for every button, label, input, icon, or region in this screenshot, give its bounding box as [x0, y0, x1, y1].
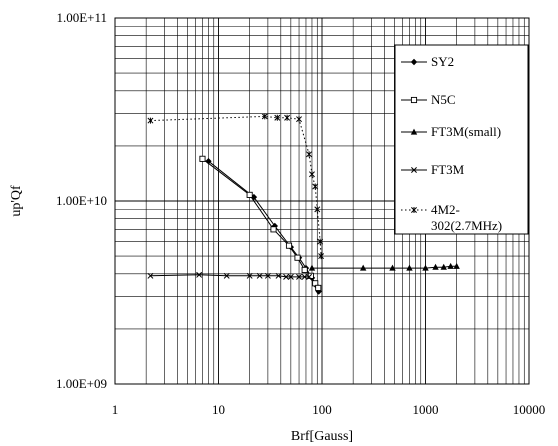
legend-box: [394, 44, 529, 235]
legend-marker-sy2: [410, 58, 418, 66]
data-point-n5c: [294, 254, 301, 261]
data-point-4m2-302-2-7mhz: [317, 238, 324, 245]
series-layer: [147, 113, 460, 295]
data-point-ft3m-small: [406, 264, 413, 271]
legend-label-n5c: N5C: [431, 92, 456, 107]
legend-item-sy2: SY2: [401, 54, 454, 69]
data-point-ft3m-small: [389, 264, 396, 271]
data-point-n5c: [285, 242, 293, 249]
data-point-4m2-302-2-7mhz: [296, 116, 302, 123]
legend-marker-ft3m: [411, 167, 417, 173]
data-point-4m2-302-2-7mhz: [274, 114, 281, 121]
data-point-4m2-302-2-7mhz: [284, 114, 291, 121]
data-point-n5c: [199, 155, 206, 162]
series-line-4m2-302-2-7mhz: [150, 115, 322, 257]
series-sy2: [205, 158, 322, 295]
data-point-ft3m: [283, 273, 290, 280]
data-point-ft3m-small: [359, 264, 367, 271]
data-point-4m2-302-2-7mhz: [314, 206, 321, 213]
y-tick-label: 1.00E+10: [56, 193, 107, 208]
data-point-4m2-302-2-7mhz: [309, 171, 315, 178]
legend-marker-4m2-302-2-7mhz: [411, 207, 417, 213]
legend-item-4m2-302-2-7mhz: 4M2-302(2.7MHz): [401, 202, 502, 233]
legend-label-sy2: SY2: [431, 54, 454, 69]
legend-label-4m2-302-2-7mhz: 4M2-302(2.7MHz): [431, 202, 502, 233]
data-point-ft3m: [264, 272, 271, 279]
legend-label-ft3m: FT3M: [431, 162, 465, 177]
data-point-ft3m: [275, 272, 282, 279]
legend-item-n5c: N5C: [401, 92, 456, 107]
data-point-ft3m: [301, 273, 308, 280]
legend-label-ft3m-small: FT3M(small): [431, 124, 501, 139]
legend-marker-ft3m-small: [410, 128, 418, 135]
data-point-ft3m-small: [440, 263, 447, 270]
data-point-ft3m-small: [432, 263, 439, 270]
data-point-ft3m: [287, 273, 294, 280]
data-point-4m2-302-2-7mhz: [318, 253, 325, 260]
data-point-ft3m: [306, 273, 313, 280]
data-point-ft3m-small: [453, 262, 460, 269]
data-point-n5c: [315, 284, 322, 291]
x-tick-label: 100: [312, 402, 332, 417]
data-point-ft3m-small: [308, 264, 316, 271]
data-point-n5c: [307, 272, 314, 279]
data-point-ft3m: [223, 272, 230, 279]
series-line-n5c: [202, 158, 319, 289]
y-axis-title: up'Qf: [9, 185, 24, 217]
series-ft3m: [147, 271, 313, 280]
legend-marker-n5c: [410, 96, 418, 104]
data-point-ft3m: [296, 273, 302, 280]
data-point-n5c: [301, 266, 308, 273]
y-tick-label: 1.00E+11: [56, 10, 107, 25]
legend-entries: SY2 N5C FT3M(small) FT3M 4M2-302(2.7MHz): [401, 54, 502, 233]
series-ft3m-small: [308, 262, 460, 271]
legend: SY2 N5C FT3M(small) FT3M 4M2-302(2.7MHz): [394, 44, 529, 235]
data-point-4m2-302-2-7mhz: [261, 113, 268, 120]
data-point-ft3m: [246, 272, 253, 279]
y-tick-label: 1.00E+09: [56, 376, 107, 391]
data-point-ft3m-small: [422, 264, 429, 271]
data-point-ft3m: [147, 272, 154, 279]
data-point-ft3m: [196, 271, 203, 278]
data-point-4m2-302-2-7mhz: [147, 117, 154, 124]
series-n5c: [199, 155, 322, 291]
x-tick-label: 1: [112, 402, 119, 417]
tick-labels: 1 10 100 1000 10000 1.00E+09 1.00E+10 1.00E+11: [56, 10, 545, 417]
x-tick-label: 10000: [513, 402, 546, 417]
x-tick-label: 1000: [413, 402, 439, 417]
data-point-n5c: [270, 226, 277, 233]
series-4m2-302-2-7mhz: [147, 113, 325, 260]
series-line-ft3m: [150, 274, 310, 278]
x-axis-title: Brf[Gauss]: [291, 429, 353, 444]
data-point-ft3m: [256, 272, 263, 279]
plot-frame: [114, 17, 530, 385]
data-point-4m2-302-2-7mhz: [312, 183, 319, 190]
data-point-n5c: [246, 191, 253, 198]
legend-item-ft3m-small: FT3M(small): [401, 124, 501, 139]
data-point-sy2: [205, 158, 212, 165]
x-tick-label: 10: [212, 402, 225, 417]
legend-item-ft3m: FT3M: [401, 162, 465, 177]
data-point-ft3m-small: [447, 262, 454, 269]
data-point-4m2-302-2-7mhz: [306, 151, 313, 158]
